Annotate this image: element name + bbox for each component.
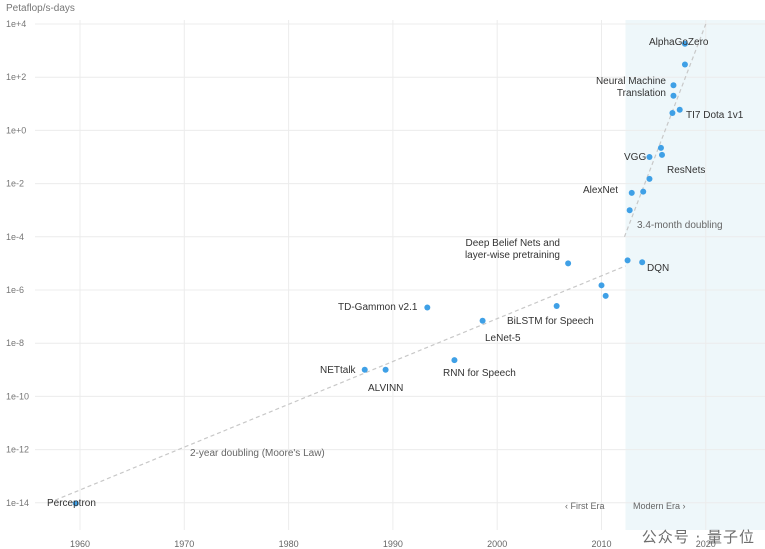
trend-label-moores-law: 2-year doubling (Moore's Law) [190,448,325,459]
point-label: AlphaGoZero [649,37,709,48]
x-tick-label: 1970 [174,539,194,549]
data-point [565,260,572,267]
modern-era-region [625,20,765,530]
y-tick-label: 1e-6 [6,285,24,295]
point-label: VGG [624,152,646,163]
x-tick-label: 2000 [487,539,507,549]
point-label: Perceptron [47,498,96,509]
point-label: DQN [647,263,669,274]
x-tick-label: 1990 [383,539,403,549]
data-point [639,259,646,266]
point-label: AlexNet [583,185,618,196]
y-tick-label: 1e-10 [6,391,29,401]
point-label: ResNets [667,165,705,176]
data-point [670,82,677,89]
x-tick-label: 1980 [279,539,299,549]
data-point [646,175,653,182]
data-point [657,144,664,151]
y-tick-label: 1e+0 [6,125,26,135]
y-tick-label: 1e+2 [6,72,26,82]
point-label: LeNet-5 [485,333,521,344]
point-label: TD-Gammon v2.1 [338,302,418,313]
point-label: Deep Belief Nets and [465,238,560,249]
point-label: Translation [617,88,666,99]
data-point [681,40,688,47]
data-point [676,106,683,113]
data-point [479,317,486,324]
data-point [669,110,676,117]
y-tick-label: 1e-2 [6,179,24,189]
y-tick-label: 1e+4 [6,19,26,29]
data-point [640,188,647,195]
data-point [646,154,653,160]
data-point [681,61,688,68]
x-tick-label: 2020 [696,539,716,549]
point-label: layer-wise pretraining [465,250,560,261]
point-label: RNN for Speech [443,368,516,379]
point-label: BiLSTM for Speech [507,316,594,327]
y-tick-label: 1e-12 [6,445,29,455]
point-label: Neural Machine [596,76,666,87]
data-point [451,357,458,364]
data-point [382,366,389,373]
era-label-modern: Modern Era › [633,501,686,511]
data-point [626,207,633,214]
data-point [553,303,560,310]
data-point [658,151,665,158]
data-point [628,189,635,196]
watermark: 公众号 · 量子位 [641,528,755,546]
trend-line [48,265,626,504]
point-label: TI7 Dota 1v1 [686,110,744,121]
trend-line [623,23,707,238]
x-tick-label: 1960 [70,539,90,549]
y-tick-label: 1e-14 [6,498,29,508]
data-point [624,257,631,264]
x-tick-label: 2010 [591,539,611,549]
point-label: NETtalk [320,365,357,376]
point-label: ALVINN [368,383,403,394]
era-label-first: ‹ First Era [565,501,605,511]
data-point [598,282,605,289]
data-point [424,304,431,311]
y-axis-label: Petaflop/s-days [6,3,75,14]
trend-label-modern: 3.4-month doubling [637,220,723,231]
data-point [602,292,609,299]
data-point [670,92,677,99]
y-tick-label: 1e-8 [6,338,24,348]
data-point [72,500,79,507]
y-tick-label: 1e-4 [6,232,24,242]
data-point [361,366,368,373]
